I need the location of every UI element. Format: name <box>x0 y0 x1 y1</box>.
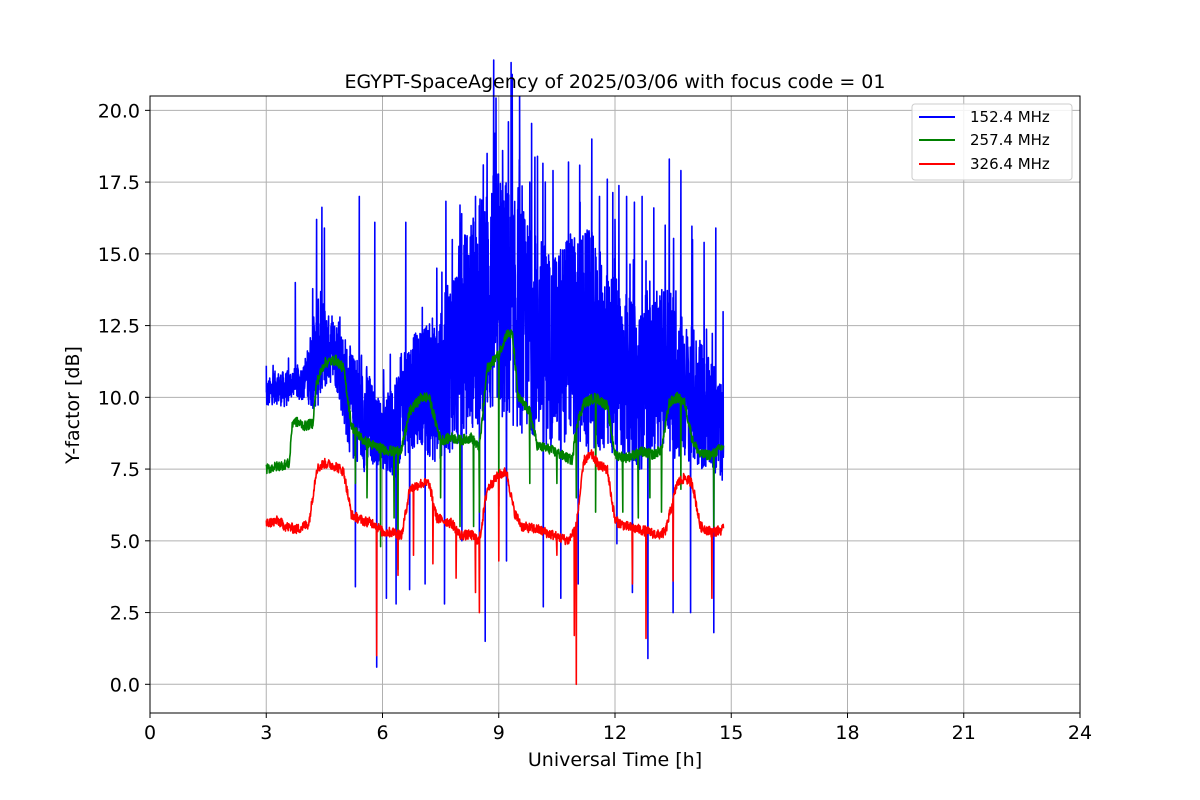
y-axis-label: Y-factor [dB] <box>62 346 84 465</box>
x-tick-label: 21 <box>952 722 976 744</box>
x-tick-label: 18 <box>835 722 859 744</box>
x-tick-label: 6 <box>376 722 388 744</box>
x-tick-label: 3 <box>260 722 272 744</box>
y-tick-label: 2.5 <box>110 603 140 625</box>
series-line-1 <box>265 329 725 571</box>
y-tick-label: 20.0 <box>98 100 140 122</box>
y-tick-label: 5.0 <box>110 531 140 553</box>
legend-label-257: 257.4 MHz <box>970 131 1050 149</box>
x-tick-label: 15 <box>719 722 743 744</box>
chart-title: EGYPT-SpaceAgency of 2025/03/06 with foc… <box>345 71 886 93</box>
y-tick-label: 10.0 <box>98 387 140 409</box>
y-axis: 0.0 2.5 5.0 7.5 10.0 12.5 15.0 17.5 20.0 <box>98 100 150 696</box>
y-tick-label: 7.5 <box>110 459 140 481</box>
legend-label-152: 152.4 MHz <box>970 108 1050 126</box>
y-tick-label: 12.5 <box>98 316 140 338</box>
x-tick-label: 0 <box>144 722 156 744</box>
x-axis: 0 3 6 9 12 15 18 21 24 <box>144 713 1092 744</box>
x-tick-label: 12 <box>603 722 627 744</box>
series-line-0 <box>265 59 725 668</box>
series-line-2 <box>265 449 725 686</box>
y-tick-label: 0.0 <box>110 674 140 696</box>
legend-box <box>911 103 1073 181</box>
x-tick-label: 24 <box>1068 722 1092 744</box>
x-tick-label: 9 <box>493 722 505 744</box>
y-tick-label: 17.5 <box>98 172 140 194</box>
y-tick-label: 15.0 <box>98 244 140 266</box>
x-axis-label: Universal Time [h] <box>528 749 702 771</box>
legend-label-326: 326.4 MHz <box>970 155 1050 173</box>
series-layer <box>265 59 725 686</box>
legend: 152.4 MHz 257.4 MHz 326.4 MHz <box>911 103 1073 181</box>
